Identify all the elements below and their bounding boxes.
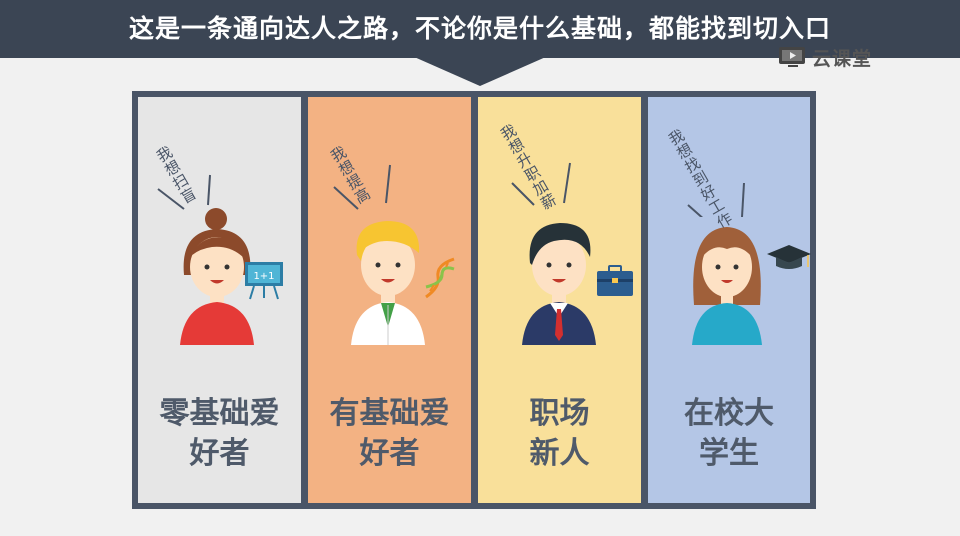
column-label-line1: 职场	[529, 396, 590, 431]
column-label-line2: 好者	[359, 436, 420, 471]
businessman-avatar	[522, 223, 596, 345]
briefcase-icon	[597, 265, 633, 296]
blackboard-icon: 1+1	[245, 262, 283, 300]
graduation-cap-icon	[767, 245, 811, 269]
thought-lines	[687, 182, 745, 217]
column-label-line2: 学生	[699, 436, 759, 471]
brand-logo-text: 云课堂	[812, 47, 873, 70]
column-label-line2: 新人	[529, 436, 590, 471]
column-label: 零基础爱 好者	[138, 394, 301, 474]
woman-avatar	[180, 208, 254, 345]
man-scientist-avatar	[351, 221, 425, 345]
thought-lines	[333, 164, 391, 210]
column-label: 在校大 学生	[648, 394, 810, 474]
video-screen-icon	[779, 47, 805, 67]
page-title: 这是一条通向达人之路，不论你是什么基础，都能找到切入口	[128, 14, 831, 43]
thought-lines	[511, 162, 571, 206]
audience-panel: 我想扫盲 1+1 零基础爱 好者 我想提高	[132, 91, 816, 509]
blackboard-text: 1+1	[253, 271, 274, 282]
column-with-basis: 我想提高 有基础爱 好者	[308, 97, 471, 503]
column-label: 职场 新人	[478, 394, 641, 474]
column-label-line1: 在校大	[684, 396, 774, 431]
column-workplace: 我想升职加薪 职场 新人	[478, 97, 641, 503]
column-label-line1: 零基础爱	[159, 396, 280, 431]
column-zero-basis: 我想扫盲 1+1 零基础爱 好者	[138, 97, 301, 503]
column-label-line1: 有基础爱	[329, 396, 450, 431]
column-label-line2: 好者	[189, 436, 250, 471]
header-banner-pointer	[412, 56, 548, 86]
thought-lines	[157, 174, 211, 210]
dna-icon	[425, 257, 455, 299]
brand-logo: 云课堂	[778, 45, 873, 70]
column-label: 有基础爱 好者	[308, 394, 471, 474]
student-avatar	[692, 227, 762, 345]
column-student: 我想找到好工作 在校大 学生	[648, 97, 811, 503]
